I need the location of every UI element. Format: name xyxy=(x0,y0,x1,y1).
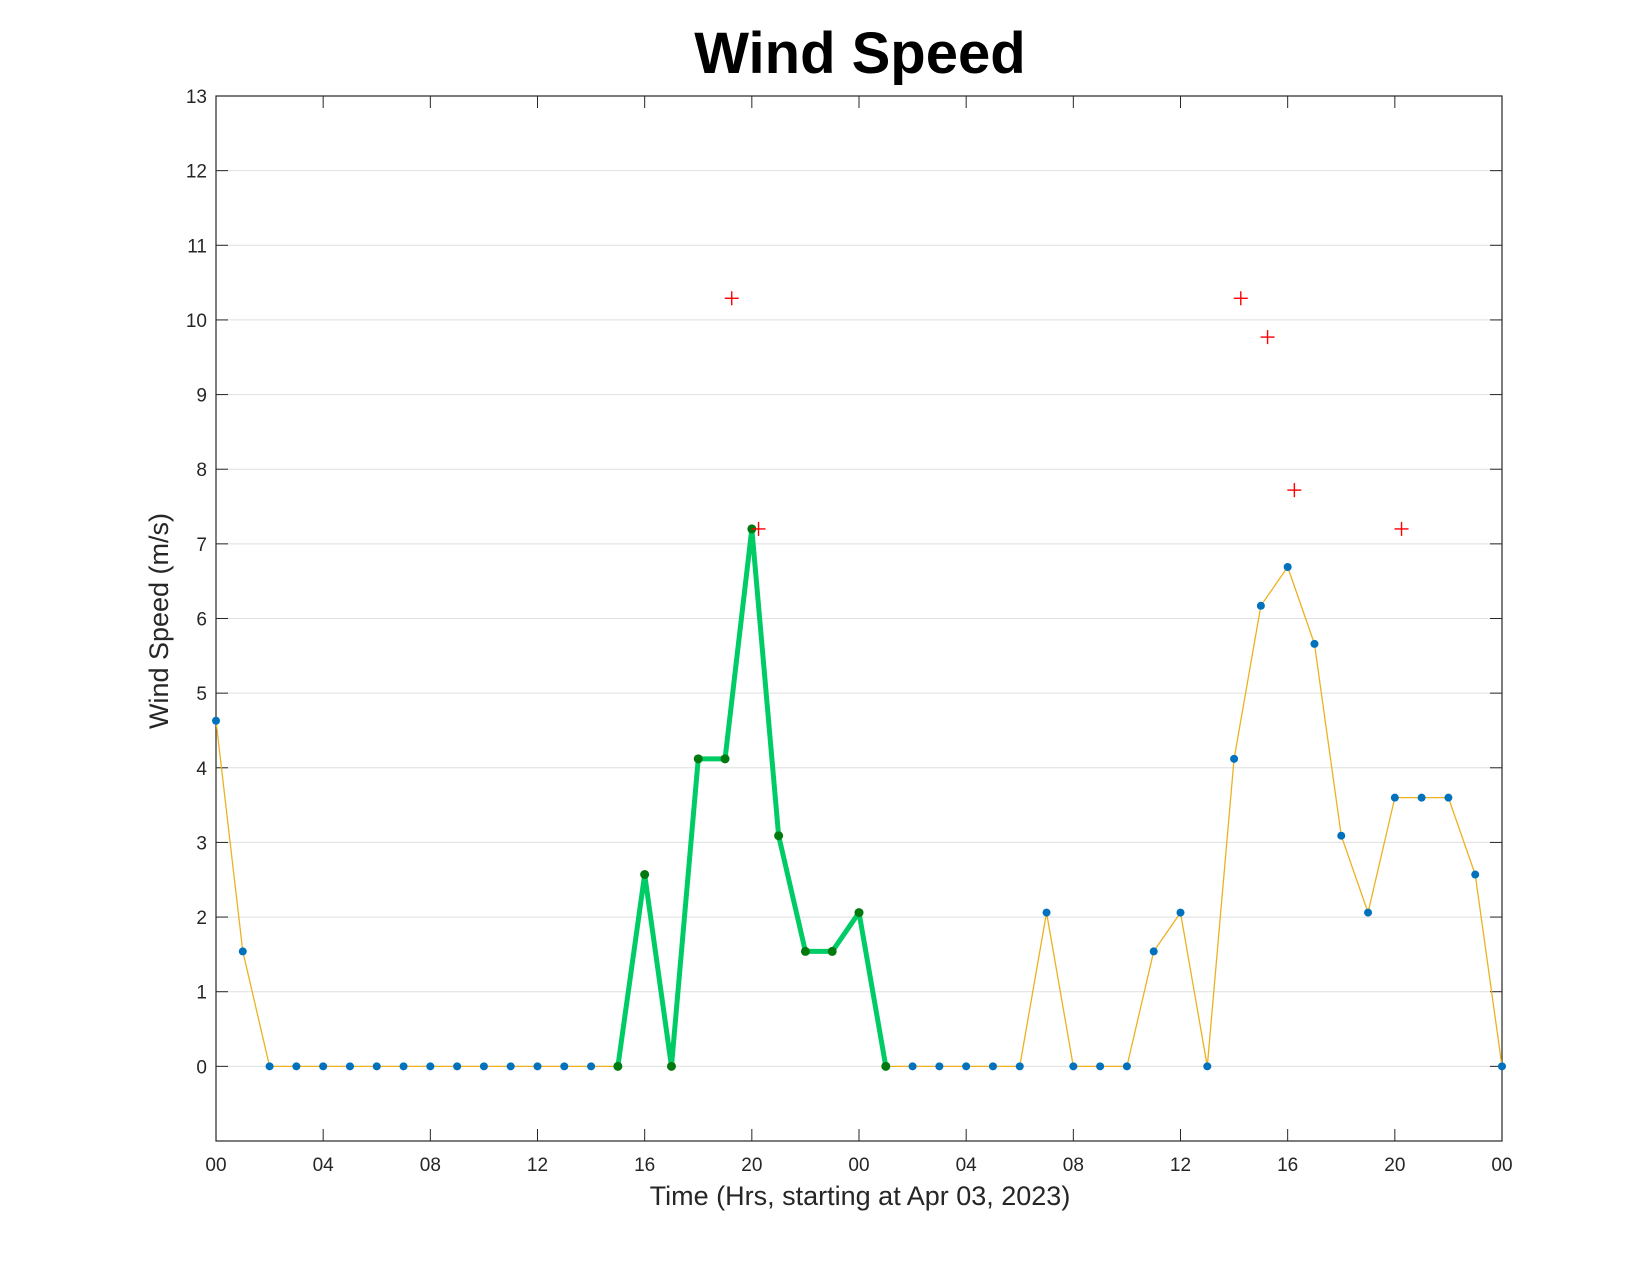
x-axis-title: Time (Hrs, starting at Apr 03, 2023) xyxy=(650,1181,1071,1211)
data-point xyxy=(1390,793,1399,802)
y-tick-label: 9 xyxy=(196,386,207,407)
data-point xyxy=(587,1062,596,1071)
data-point xyxy=(935,1062,944,1071)
data-point xyxy=(1042,908,1051,917)
data-point xyxy=(1096,1062,1105,1071)
series-layer xyxy=(212,291,1506,1071)
data-point xyxy=(479,1062,488,1071)
x-tick-label: 12 xyxy=(1170,1155,1191,1176)
gust-plus-marker xyxy=(751,521,766,536)
data-point xyxy=(292,1062,301,1071)
data-point xyxy=(1149,947,1158,956)
y-axis-title: Wind Speed (m/s) xyxy=(144,513,174,729)
data-point xyxy=(1015,1062,1024,1071)
data-point xyxy=(560,1062,569,1071)
data-point xyxy=(319,1062,328,1071)
x-tick-label: 04 xyxy=(313,1155,335,1176)
data-point xyxy=(1122,1062,1131,1071)
data-point xyxy=(399,1062,408,1071)
y-tick-label: 12 xyxy=(186,162,207,183)
gust-plus-marker xyxy=(1287,483,1302,498)
data-point xyxy=(962,1062,971,1071)
y-tick-label: 3 xyxy=(196,833,207,854)
x-tick-label: 16 xyxy=(634,1155,655,1176)
data-point xyxy=(345,1062,354,1071)
data-point xyxy=(1417,793,1426,802)
data-point xyxy=(908,1062,917,1071)
y-tick-label: 10 xyxy=(186,311,207,332)
gust-plus-marker xyxy=(1233,291,1248,306)
data-point xyxy=(1498,1062,1506,1071)
data-point xyxy=(1203,1062,1212,1071)
x-tick-label: 16 xyxy=(1277,1155,1298,1176)
y-tick-label: 2 xyxy=(196,908,207,929)
data-point xyxy=(265,1062,274,1071)
data-point xyxy=(1471,870,1480,879)
data-point xyxy=(212,716,220,725)
data-point xyxy=(506,1062,515,1071)
y-tick-label: 5 xyxy=(196,684,207,705)
x-tick-label: 08 xyxy=(1063,1155,1084,1176)
data-point xyxy=(1283,562,1292,571)
highlight-data-point xyxy=(774,831,784,841)
x-tick-label: 20 xyxy=(1384,1155,1405,1176)
gust-plus-marker xyxy=(1394,521,1409,536)
highlight-data-point xyxy=(720,754,730,764)
data-point xyxy=(1310,639,1319,648)
data-point xyxy=(1176,908,1185,917)
gust-plus-marker xyxy=(1260,330,1275,345)
x-tick-label: 00 xyxy=(1491,1155,1512,1176)
data-point xyxy=(238,947,247,956)
data-point xyxy=(1069,1062,1078,1071)
data-point xyxy=(533,1062,542,1071)
data-point xyxy=(1444,793,1453,802)
highlight-data-point xyxy=(613,1061,623,1071)
x-tick-label: 00 xyxy=(848,1155,869,1176)
data-point xyxy=(1256,601,1265,610)
data-point xyxy=(372,1062,381,1071)
data-point xyxy=(426,1062,435,1071)
y-tick-label: 4 xyxy=(196,759,207,780)
gust-plus-marker xyxy=(724,291,739,306)
y-tick-label: 11 xyxy=(187,236,207,257)
y-tick-label: 6 xyxy=(196,610,207,631)
y-tick-label: 8 xyxy=(196,460,207,481)
y-tick-label: 13 xyxy=(186,87,207,108)
y-tick-label: 0 xyxy=(196,1057,207,1078)
x-tick-label: 04 xyxy=(956,1155,978,1176)
x-tick-label: 12 xyxy=(527,1155,548,1176)
chart-title: Wind Speed xyxy=(694,21,1025,86)
x-tick-label: 20 xyxy=(741,1155,762,1176)
highlight-data-point xyxy=(827,946,837,956)
data-point xyxy=(1364,908,1373,917)
highlight-data-point xyxy=(800,946,810,956)
highlight-data-point xyxy=(881,1061,891,1071)
x-tick-label: 00 xyxy=(205,1155,226,1176)
highlight-data-point xyxy=(693,754,703,764)
data-point xyxy=(1230,754,1239,763)
highlight-data-point xyxy=(854,908,864,918)
data-point xyxy=(1337,831,1346,840)
data-point xyxy=(988,1062,997,1071)
highlight-data-point xyxy=(666,1061,676,1071)
data-point xyxy=(453,1062,462,1071)
y-tick-label: 1 xyxy=(196,983,207,1004)
y-tick-label: 7 xyxy=(196,535,207,556)
highlight-data-point xyxy=(640,870,650,880)
x-tick-label: 08 xyxy=(420,1155,441,1176)
